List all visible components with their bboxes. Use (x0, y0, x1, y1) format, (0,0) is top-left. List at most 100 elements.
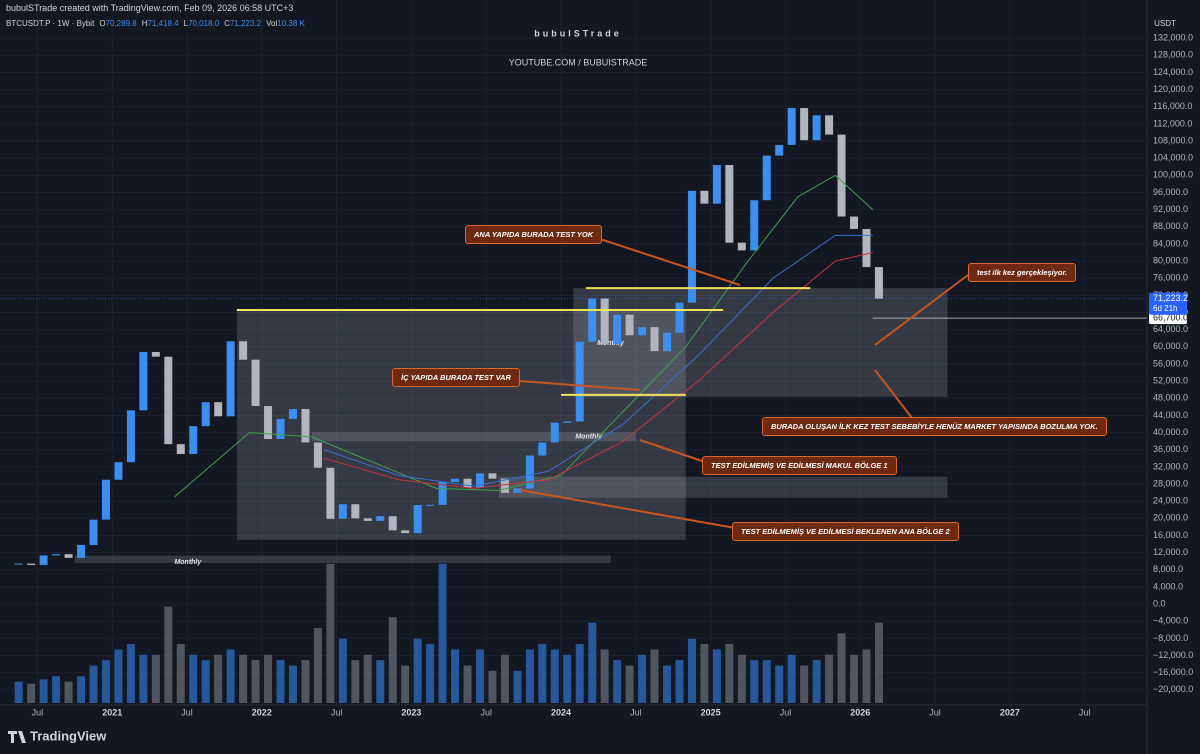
y-tick-label: 116,000.0 (1153, 101, 1192, 111)
candle (164, 356, 173, 445)
volume-bar (301, 660, 310, 703)
candle (850, 216, 859, 229)
candle (762, 155, 771, 201)
candle (488, 473, 497, 479)
zone (573, 288, 948, 398)
x-tick-label: 2026 (850, 707, 870, 717)
candle (563, 421, 572, 423)
candle (39, 555, 48, 565)
moving-average (324, 252, 873, 489)
volume-bar (513, 670, 522, 703)
y-tick-label: 132,000.0 (1153, 33, 1193, 43)
candle (700, 190, 709, 204)
volume-bar (77, 676, 86, 703)
y-tick-label: 48,000.0 (1153, 393, 1188, 403)
candle (351, 504, 360, 519)
y-tick-label: −20,000.0 (1153, 684, 1193, 694)
channel: YOUTUBE.COM / BUBUISTRADE (509, 57, 648, 67)
volume-bar (725, 644, 734, 703)
volume-bar (64, 681, 73, 703)
x-tick-label: 2022 (252, 707, 272, 717)
volume-bar (862, 649, 871, 703)
candle (413, 505, 422, 534)
candle (326, 467, 335, 519)
moving-average (174, 174, 874, 498)
candle (388, 516, 397, 531)
candle (575, 341, 584, 422)
candle (538, 442, 547, 456)
currency: USDT (1154, 19, 1176, 28)
zone (236, 309, 686, 540)
y-tick-label: 92,000.0 (1153, 204, 1188, 214)
candle (475, 473, 484, 488)
volume-bar (687, 638, 696, 703)
watermark: bubulSTrade (534, 28, 622, 38)
y-tick-label: 128,000.0 (1153, 50, 1193, 60)
moving-average (323, 234, 873, 487)
x-tick-label: 2024 (551, 707, 571, 717)
candle (550, 422, 559, 443)
candle (176, 444, 185, 455)
x-tick-label: Jul (181, 707, 193, 717)
volume-bar (239, 654, 248, 703)
y-tick-label: 112,000.0 (1153, 118, 1192, 128)
candle (451, 478, 460, 482)
volume-bar (625, 665, 634, 703)
volume-bar (563, 654, 572, 703)
y-tick-label: 16,000.0 (1153, 530, 1188, 540)
candle (613, 314, 622, 344)
candle (525, 455, 534, 489)
legend: BTCUSDT.P · 1W · Bybit O70,289.8 H71,418.4… (6, 19, 305, 28)
volume-bar (276, 660, 285, 703)
volume-bar (326, 563, 335, 703)
zone-label: Monthly (575, 434, 603, 441)
volume-bar (201, 660, 210, 703)
volume-bar (575, 644, 584, 703)
volume-bar (538, 644, 547, 703)
candle (77, 544, 86, 558)
legend-key: H (141, 19, 148, 28)
y-tick-label: 40,000.0 (1153, 427, 1188, 437)
candle (438, 481, 447, 505)
callout: ANA YAPIDA BURADA TEST YOK (465, 225, 603, 244)
candle (27, 563, 36, 565)
volume-bar (650, 649, 659, 703)
candle (675, 302, 684, 333)
x-tick-label: Jul (630, 707, 642, 717)
volume-bar (176, 644, 185, 703)
volume-bar (338, 638, 347, 703)
candle (812, 115, 821, 141)
volume-bar (825, 654, 834, 703)
volume-bar (313, 628, 322, 703)
arrow (505, 379, 641, 391)
candle (625, 314, 634, 336)
candle (874, 267, 883, 299)
volume-bar (126, 644, 135, 703)
zone (498, 476, 948, 498)
y-tick-label: −4,000.0 (1153, 616, 1188, 626)
last-price-bg (1149, 292, 1187, 315)
candle (513, 488, 522, 493)
candle (214, 402, 223, 417)
candle (663, 332, 672, 352)
volume-bar (850, 654, 859, 703)
candle (775, 144, 784, 156)
y-tick-label: 36,000.0 (1153, 444, 1188, 454)
arrow (639, 439, 706, 463)
y-tick-label: −12,000.0 (1153, 650, 1193, 660)
zone-label: Monthly (597, 340, 625, 347)
candle (363, 518, 372, 521)
volume-bar (712, 649, 721, 703)
candle (89, 519, 98, 545)
candle (288, 409, 297, 419)
candle (201, 402, 210, 427)
brand: TradingView (30, 728, 107, 743)
price-label: 66,700.0 (1153, 312, 1188, 322)
y-tick-label: 76,000.0 (1153, 273, 1188, 283)
y-tick-label: −16,000.0 (1153, 667, 1193, 677)
volume-bar (663, 665, 672, 703)
y-tick-label: 20,000.0 (1153, 513, 1188, 523)
candle (862, 228, 871, 268)
